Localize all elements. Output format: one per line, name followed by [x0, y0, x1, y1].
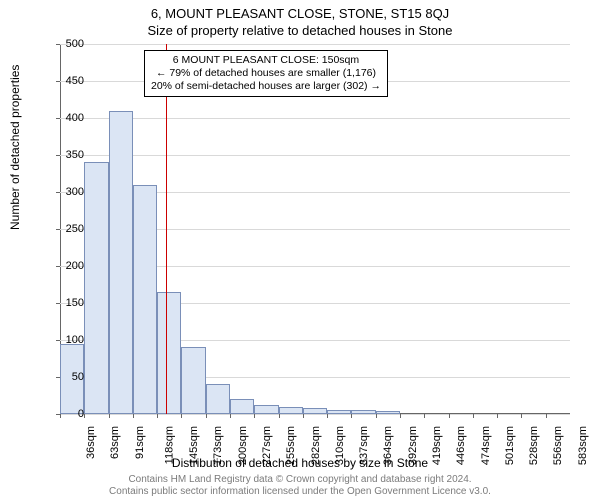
y-tick-label: 150 [44, 297, 84, 309]
x-tick-label: 474sqm [480, 426, 492, 465]
x-tick-mark [279, 414, 280, 418]
x-tick-label: 200sqm [237, 426, 249, 465]
x-tick-mark [351, 414, 352, 418]
x-tick-mark [327, 414, 328, 418]
grid-line [60, 414, 570, 415]
x-tick-mark [157, 414, 158, 418]
x-tick-mark [473, 414, 474, 418]
annotation-line1: 6 MOUNT PLEASANT CLOSE: 150sqm [151, 54, 381, 67]
plot-area: 6 MOUNT PLEASANT CLOSE: 150sqm ← 79% of … [60, 44, 570, 414]
x-tick-label: 63sqm [109, 426, 121, 459]
y-tick-label: 350 [44, 149, 84, 161]
x-tick-mark [376, 414, 377, 418]
x-tick-label: 118sqm [163, 426, 175, 464]
x-tick-label: 446sqm [455, 426, 467, 465]
x-tick-label: 282sqm [310, 426, 322, 465]
histogram-bar [84, 162, 108, 414]
footer-line1: Contains HM Land Registry data © Crown c… [0, 474, 600, 486]
histogram-bar [206, 384, 230, 414]
y-tick-label: 400 [44, 112, 84, 124]
chart-container: 6, MOUNT PLEASANT CLOSE, STONE, ST15 8QJ… [0, 0, 600, 500]
y-tick-label: 100 [44, 334, 84, 346]
x-tick-label: 337sqm [358, 426, 370, 465]
x-tick-label: 392sqm [407, 426, 419, 465]
histogram-bar [230, 399, 254, 414]
x-tick-mark [424, 414, 425, 418]
y-tick-label: 300 [44, 186, 84, 198]
footer-line2: Contains public sector information licen… [0, 486, 600, 498]
x-tick-mark [133, 414, 134, 418]
marker-line [166, 44, 167, 414]
x-tick-mark [497, 414, 498, 418]
y-tick-label: 450 [44, 75, 84, 87]
y-tick-label: 50 [44, 371, 84, 383]
y-tick-label: 200 [44, 260, 84, 272]
y-tick-label: 500 [44, 38, 84, 50]
y-axis-label: Number of detached properties [8, 65, 22, 230]
x-tick-mark [546, 414, 547, 418]
y-tick-label: 250 [44, 223, 84, 235]
x-tick-label: 255sqm [285, 426, 297, 465]
histogram-bar [254, 405, 278, 414]
x-tick-label: 310sqm [334, 426, 346, 465]
footer: Contains HM Land Registry data © Crown c… [0, 474, 600, 498]
x-tick-label: 145sqm [188, 426, 200, 465]
x-tick-mark [84, 414, 85, 418]
x-tick-label: 36sqm [85, 426, 97, 459]
x-tick-mark [521, 414, 522, 418]
x-tick-label: 364sqm [383, 426, 395, 465]
grid-line [60, 118, 570, 119]
y-tick-label: 0 [44, 408, 84, 420]
annotation-line3: 20% of semi-detached houses are larger (… [151, 80, 381, 93]
x-tick-label: 91sqm [134, 426, 146, 459]
x-tick-label: 419sqm [431, 426, 443, 465]
x-tick-label: 227sqm [261, 426, 273, 465]
histogram-bar [133, 185, 157, 414]
histogram-bar [303, 408, 327, 414]
x-tick-label: 556sqm [553, 426, 565, 465]
x-tick-label: 173sqm [213, 426, 225, 465]
x-tick-mark [181, 414, 182, 418]
chart-title-main: 6, MOUNT PLEASANT CLOSE, STONE, ST15 8QJ [0, 0, 600, 21]
histogram-bar [157, 292, 181, 414]
annotation-line2: ← 79% of detached houses are smaller (1,… [151, 67, 381, 80]
histogram-bar [327, 410, 351, 414]
grid-line [60, 155, 570, 156]
histogram-bar [181, 347, 205, 414]
histogram-bar [279, 407, 303, 414]
x-tick-mark [230, 414, 231, 418]
x-tick-mark [400, 414, 401, 418]
x-tick-mark [254, 414, 255, 418]
x-tick-mark [109, 414, 110, 418]
chart-title-sub: Size of property relative to detached ho… [0, 21, 600, 38]
x-tick-mark [449, 414, 450, 418]
x-tick-mark [206, 414, 207, 418]
grid-line [60, 44, 570, 45]
plot [60, 44, 570, 414]
x-tick-label: 583sqm [577, 426, 589, 465]
x-tick-mark [303, 414, 304, 418]
histogram-bar [351, 410, 375, 414]
x-tick-label: 501sqm [504, 426, 516, 465]
histogram-bar [109, 111, 133, 414]
annotation-box: 6 MOUNT PLEASANT CLOSE: 150sqm ← 79% of … [144, 50, 388, 97]
histogram-bar [376, 411, 400, 414]
x-tick-label: 528sqm [528, 426, 540, 465]
